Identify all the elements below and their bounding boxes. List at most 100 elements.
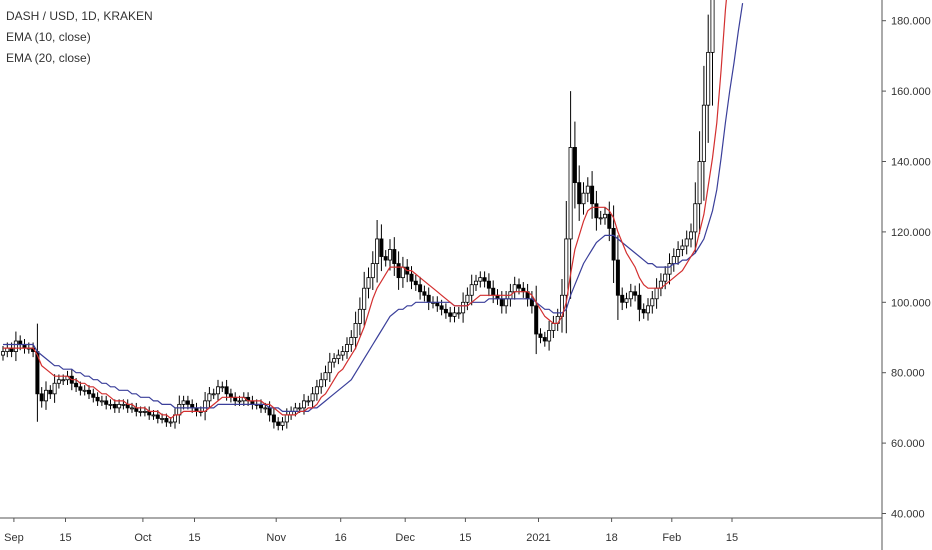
candle-body xyxy=(224,386,229,395)
candle-body xyxy=(379,238,384,257)
candle-body xyxy=(142,411,147,413)
candle-body xyxy=(39,393,44,402)
candle-body xyxy=(633,291,638,296)
candle-body xyxy=(160,418,165,420)
candle-body xyxy=(271,414,276,423)
candle-body xyxy=(164,418,169,423)
candle-body xyxy=(108,403,113,406)
candle-body xyxy=(87,389,92,395)
candle-body xyxy=(517,284,522,289)
x-tick-label: 15 xyxy=(59,532,71,544)
candle-body xyxy=(572,147,577,184)
candle-body xyxy=(620,294,625,303)
candle-body xyxy=(701,104,706,162)
candle-body xyxy=(418,284,423,293)
candle-body xyxy=(310,393,315,402)
candle-body xyxy=(478,277,483,282)
candle-body xyxy=(82,389,87,392)
candle-body xyxy=(684,238,689,247)
candle-body xyxy=(693,203,698,233)
candle-body xyxy=(671,256,676,264)
candle-body xyxy=(56,379,61,384)
candle-body xyxy=(215,386,220,395)
candle-body xyxy=(151,414,156,417)
candle-body xyxy=(486,280,491,289)
candle-body xyxy=(413,280,418,286)
y-tick-label: 140.000 xyxy=(891,157,931,169)
ema10-line xyxy=(3,0,727,420)
candle-body xyxy=(237,400,242,403)
candle-body xyxy=(353,323,358,338)
price-axis[interactable]: 40.000 60.000 80.000 100.000 120.000 140.000 1… xyxy=(881,0,931,550)
candle-body xyxy=(112,403,117,409)
candle-body xyxy=(538,333,543,338)
candle-body xyxy=(99,400,104,403)
candle-body xyxy=(598,217,603,220)
candle-body xyxy=(207,393,212,402)
candle-body xyxy=(155,414,160,419)
candle-body xyxy=(594,203,599,219)
candle-body xyxy=(443,308,448,314)
candle-body xyxy=(568,147,573,240)
candle-body xyxy=(491,287,496,296)
y-tick-label: 120.000 xyxy=(891,227,931,239)
candle-body xyxy=(628,291,633,300)
ema10-legend[interactable]: EMA (10, close) xyxy=(6,30,91,44)
x-tick-label: 18 xyxy=(605,532,617,544)
candle-body xyxy=(504,298,509,307)
x-tick-label: Oct xyxy=(134,532,151,544)
candle-body xyxy=(469,284,474,296)
x-tick-label: 15 xyxy=(726,532,738,544)
candle-body xyxy=(129,407,134,410)
candle-body xyxy=(590,185,595,205)
candle-body xyxy=(61,379,66,382)
candle-body xyxy=(564,238,569,296)
x-tick-label: Sep xyxy=(4,532,24,544)
candle-body xyxy=(91,393,96,398)
candle-body xyxy=(366,277,371,289)
ema20-line xyxy=(3,3,744,412)
candle-body xyxy=(581,192,586,205)
candle-body xyxy=(667,263,672,275)
candle-body xyxy=(452,312,457,317)
candle-body xyxy=(280,421,285,426)
candle-body xyxy=(534,305,539,335)
candle-body xyxy=(615,259,620,296)
candle-body xyxy=(689,231,694,240)
symbol-title[interactable]: DASH / USD, 1D, KRAKEN xyxy=(6,9,153,23)
candle-body xyxy=(611,227,616,261)
candle-body xyxy=(344,344,349,352)
candle-body xyxy=(465,294,470,303)
y-tick-label: 160.000 xyxy=(891,86,931,98)
candle-body xyxy=(220,386,225,389)
ema20-legend[interactable]: EMA (20, close) xyxy=(6,51,91,65)
candle-body xyxy=(340,351,345,356)
candle-body xyxy=(577,182,582,205)
candle-body xyxy=(370,263,375,279)
candle-body xyxy=(456,312,461,315)
candle-body xyxy=(641,308,646,314)
candle-body xyxy=(654,287,659,300)
candle-body xyxy=(603,213,608,219)
candle-body xyxy=(409,273,414,282)
time-axis[interactable]: Sep 15 Oct 15 Nov 16 Dec 15 2021 18 Feb 15 xyxy=(0,517,882,544)
x-tick-label: 15 xyxy=(188,532,200,544)
y-tick-label: 80.000 xyxy=(891,368,925,380)
candle-body xyxy=(461,301,466,314)
candle-body xyxy=(117,403,122,409)
y-tick-label: 180.000 xyxy=(891,16,931,28)
candle-body xyxy=(473,280,478,286)
candle-body xyxy=(48,389,53,395)
candle-body xyxy=(542,337,547,342)
candle-body xyxy=(512,284,517,293)
candles xyxy=(0,0,715,431)
candle-body xyxy=(78,386,83,391)
candle-body xyxy=(646,305,651,314)
candle-body xyxy=(607,213,612,229)
candle-body xyxy=(392,249,397,264)
candle-body xyxy=(426,294,431,303)
candle-body xyxy=(697,161,702,205)
candle-body xyxy=(676,249,681,257)
candle-body xyxy=(104,400,109,405)
